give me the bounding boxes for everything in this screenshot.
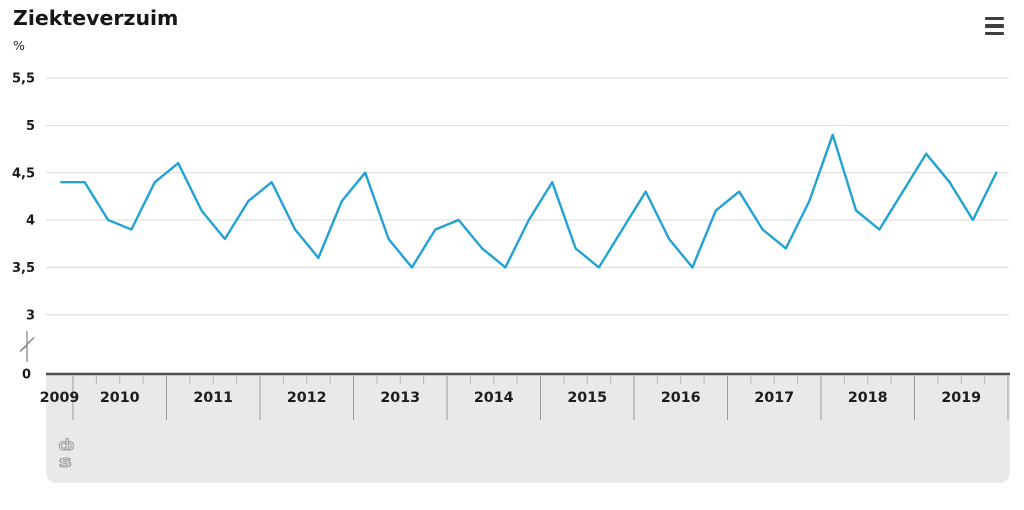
y-axis-tick-label: 4 (26, 214, 35, 229)
y-axis-tick-label: 3 (26, 308, 35, 323)
x-axis-year-label: 2010 (100, 390, 140, 406)
y-axis-tick-label: 5,5 (12, 72, 35, 87)
x-axis-year-label: 2016 (661, 390, 701, 406)
chart-title: Ziekteverzuim (13, 6, 179, 30)
x-axis-year-label: 2015 (567, 390, 607, 406)
hamburger-menu-icon (985, 24, 1004, 28)
x-axis-year-label: 2014 (474, 390, 514, 406)
y-axis-tick-label: 3,5 (12, 261, 35, 276)
y-axis-tick-label: 5 (26, 119, 35, 134)
series-line-ziekteverzuim (60, 133, 998, 269)
y-axis-unit-label: % (13, 38, 25, 53)
hamburger-menu-icon (985, 17, 1004, 21)
chart-menu-button[interactable] (985, 17, 1005, 35)
x-axis-year-label: 2012 (287, 390, 327, 406)
x-axis-year-label: 2019 (941, 390, 981, 406)
cbs-logo-s: s (58, 452, 72, 471)
x-axis-panel (46, 374, 1010, 483)
axis-break-icon (19, 331, 35, 362)
y-axis-zero-label: 0 (22, 368, 31, 383)
x-axis-year-label: 2017 (754, 390, 794, 406)
cbs-logo: cbs (57, 436, 76, 472)
x-axis-year-label: 2009 (40, 390, 80, 406)
x-axis-year-label: 2018 (848, 390, 888, 406)
cbs-logo-cb: cb (58, 436, 74, 454)
y-axis-tick-label: 4,5 (12, 166, 35, 181)
x-axis-year-label: 2013 (380, 390, 420, 406)
x-axis-year-label: 2011 (193, 390, 233, 406)
hamburger-menu-icon (985, 31, 1004, 35)
